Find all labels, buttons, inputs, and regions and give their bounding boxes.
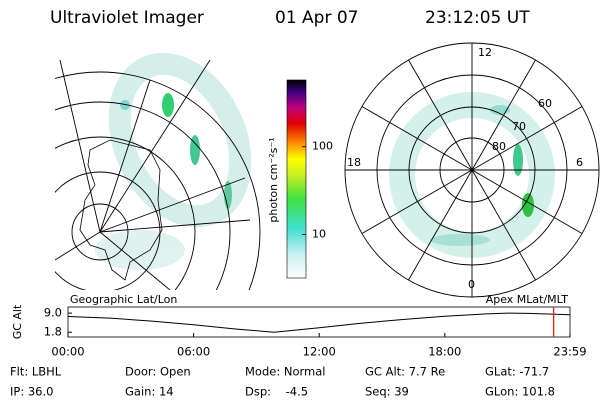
x-tick-label: 12:00 — [303, 345, 336, 359]
status-field: IP: 36.0 — [10, 385, 53, 399]
apex-label: Apex MLat/MLT — [486, 293, 569, 306]
x-tick-label: 06:00 — [177, 345, 210, 359]
mlat-label: 60 — [538, 97, 552, 110]
x-tick-label: 00:00 — [51, 345, 84, 359]
status-field: GLon: 101.8 — [485, 385, 555, 399]
mlt-label: 0 — [468, 278, 475, 291]
status-field: Gain: 14 — [125, 385, 174, 399]
orbit-line — [67, 312, 571, 333]
y-tick-label: 9.0 — [44, 306, 62, 320]
mlt-label: 18 — [347, 156, 361, 169]
geo-label: Geographic Lat/Lon — [70, 293, 177, 306]
status-field: Seq: 39 — [365, 385, 409, 399]
mlat-label: 70 — [512, 120, 526, 133]
instrument: Ultraviolet Imager — [50, 8, 204, 28]
orbit-plot: 9.0 1.8 00:00 06:00 12:00 18:00 23:59 — [44, 306, 587, 359]
status-field: GC Alt: 7.7 Re — [365, 365, 445, 379]
geo-image — [55, 52, 261, 290]
time: 23:12:05 UT — [425, 8, 530, 28]
y-axis-label: GC Alt — [11, 304, 24, 339]
status-field: Flt: LBHL — [10, 365, 62, 379]
x-tick-label: 23:59 — [553, 345, 586, 359]
mlt-label: 12 — [478, 46, 492, 59]
status-field: Mode: Normal — [245, 365, 325, 379]
orbit-frame — [67, 306, 571, 338]
colorbar-tick-label: 100 — [312, 140, 333, 153]
colorbar — [286, 79, 307, 279]
status-field: Door: Open — [125, 365, 191, 379]
status-field: Dsp: -4.5 — [245, 385, 308, 399]
date: 01 Apr 07 — [275, 8, 358, 28]
colorbar-tick-label: 10 — [312, 228, 326, 241]
apex-image — [344, 42, 600, 298]
status-field: GLat: -71.7 — [485, 365, 549, 379]
mlat-label: 80 — [492, 140, 506, 153]
y-tick-label: 1.8 — [44, 325, 62, 339]
colorbar-label: photon cm⁻²s⁻¹ — [267, 137, 280, 222]
mlt-label: 6 — [576, 156, 583, 169]
footer: Flt: LBHL Door: Open Mode: Normal GC Alt: 7… — [10, 365, 555, 399]
x-tick-label: 18:00 — [428, 345, 461, 359]
